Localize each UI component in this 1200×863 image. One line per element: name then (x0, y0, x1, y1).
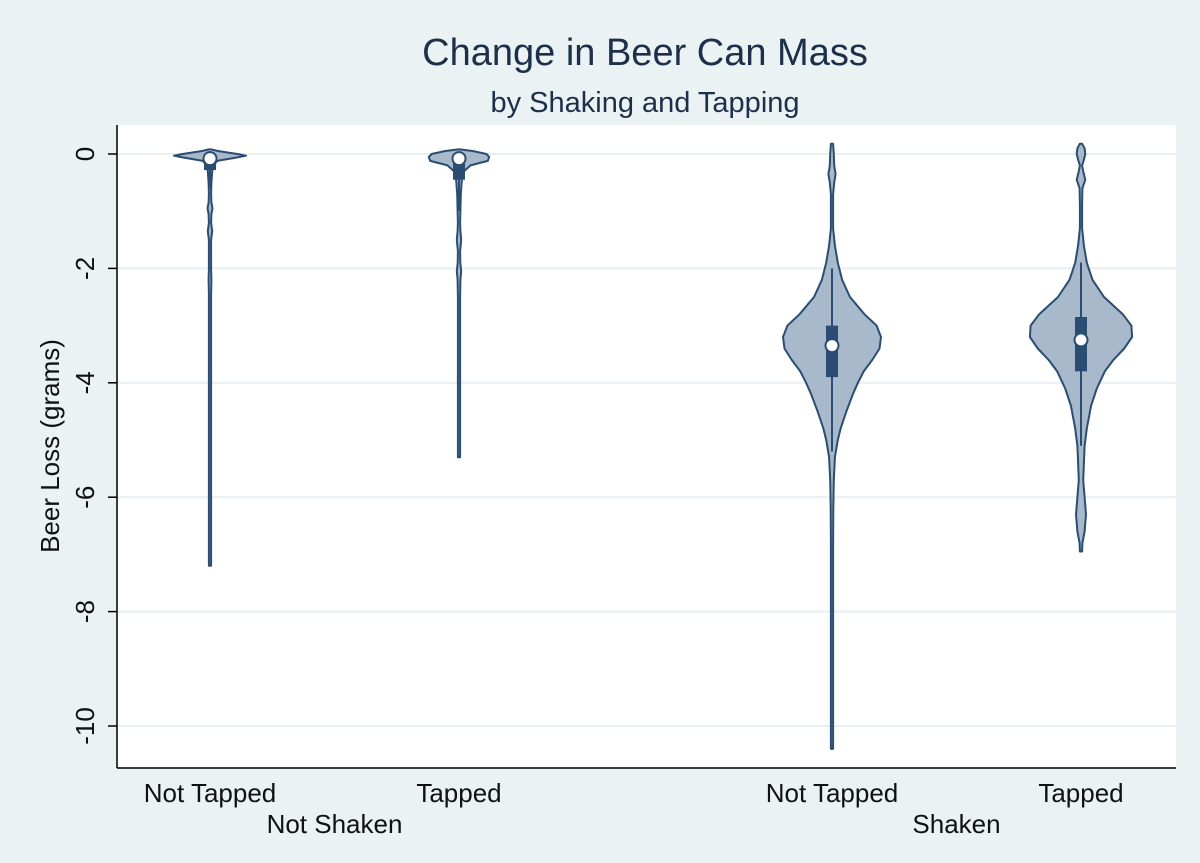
axes (108, 125, 1176, 769)
y-tick-label: -10 (70, 707, 100, 745)
violin-median-marker (824, 338, 840, 354)
y-tick-label: 0 (70, 147, 100, 161)
violin-1 (173, 148, 247, 567)
violins (173, 142, 1134, 750)
chart-title: Change in Beer Can Mass (422, 32, 868, 74)
grid-lines (118, 153, 1176, 727)
violin-2 (427, 148, 491, 459)
x-group-label: Not Shaken (267, 809, 403, 839)
y-tick-labels: 0 -2 -4 -6 -8 -10 (70, 147, 100, 745)
y-tick-label: -8 (70, 600, 100, 623)
y-tick-label: -6 (70, 486, 100, 509)
plot-area (118, 125, 1176, 767)
violin-median-marker (202, 151, 218, 167)
x-category-label: Tapped (416, 778, 501, 808)
violin-3 (782, 142, 882, 750)
y-axis-label: Beer Loss (grams) (35, 339, 65, 553)
x-group-label: Shaken (912, 809, 1000, 839)
violin-median-marker (1073, 332, 1089, 348)
y-tick-label: -4 (70, 371, 100, 394)
x-category-label: Not Tapped (766, 778, 899, 808)
x-category-label: Not Tapped (144, 778, 277, 808)
y-tick-label: -2 (70, 257, 100, 280)
x-category-label: Tapped (1038, 778, 1123, 808)
violin-median-marker (451, 151, 467, 167)
chart-subtitle: by Shaking and Tapping (490, 87, 799, 119)
violin-4 (1028, 142, 1134, 553)
violin-shape (173, 148, 247, 567)
